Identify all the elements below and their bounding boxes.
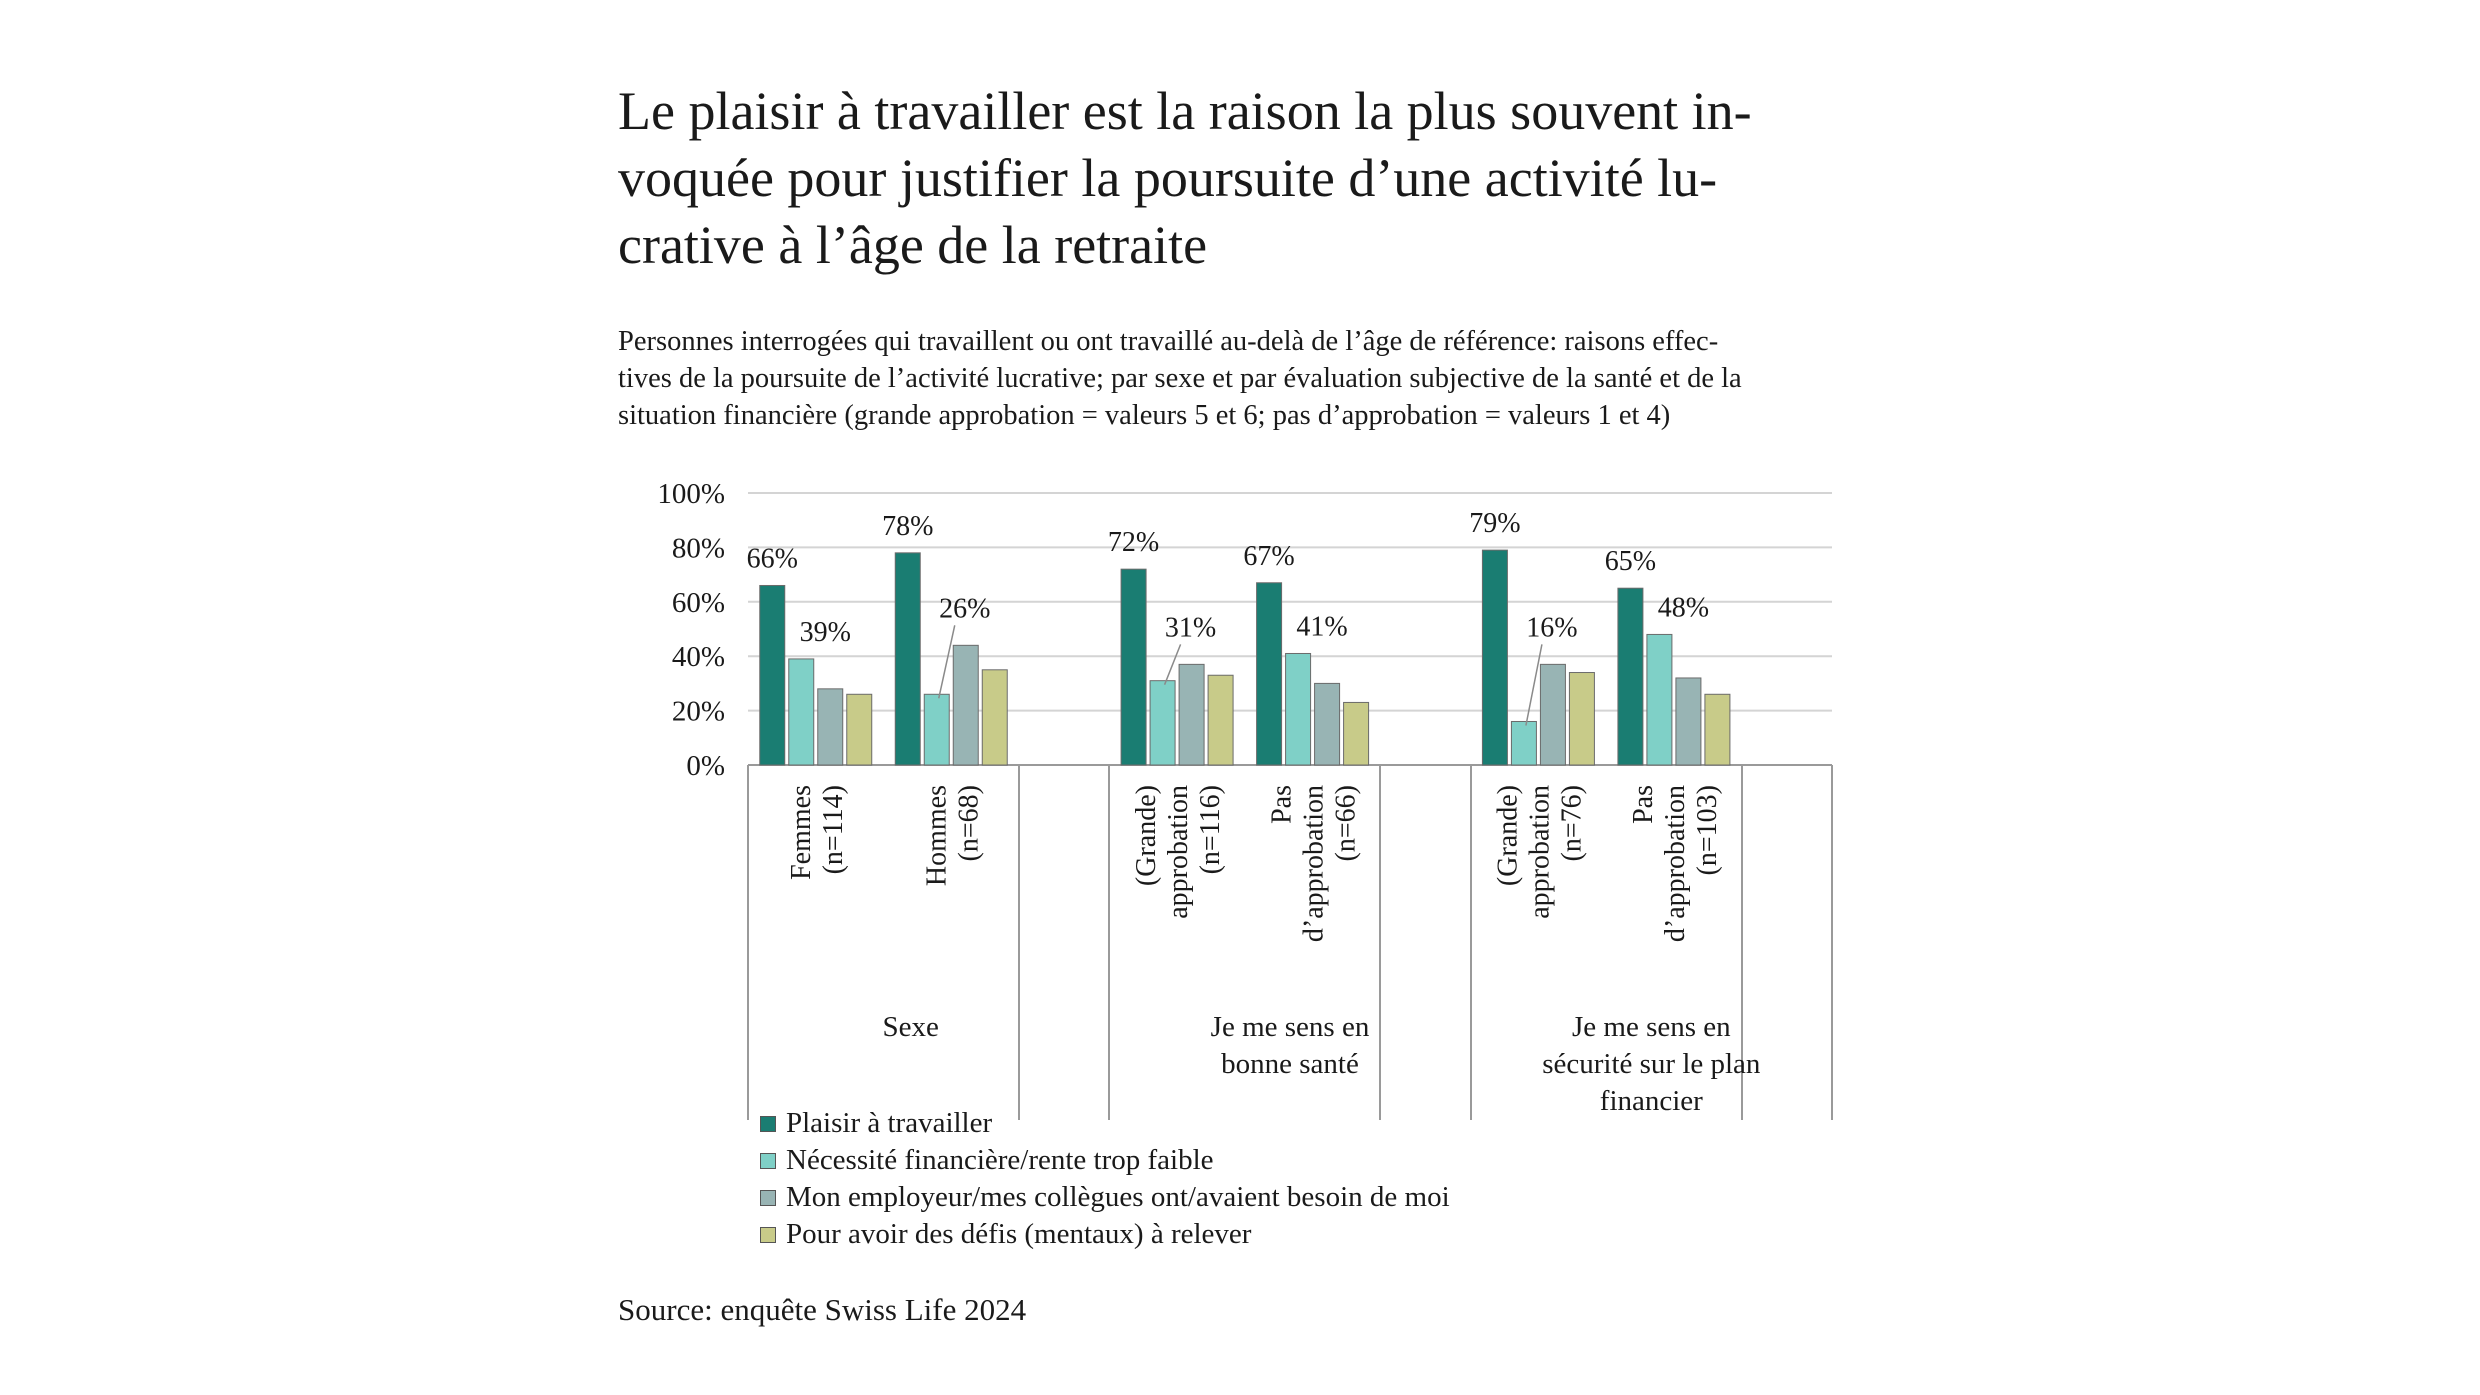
category-label: (n=76) xyxy=(1556,785,1587,861)
bar xyxy=(1617,587,1644,766)
data-label: 66% xyxy=(747,543,798,574)
group-label: bonne santé xyxy=(1221,1048,1359,1080)
bar xyxy=(759,584,786,766)
bar xyxy=(1120,568,1147,766)
chart-title: Le plaisir à travailler est la raison la… xyxy=(618,78,1938,279)
bar xyxy=(846,693,873,766)
bar xyxy=(788,658,815,766)
title-line: voquée pour justifier la poursuite d’une… xyxy=(618,148,1718,208)
legend-label: Plaisir à travailler xyxy=(786,1107,993,1139)
category-label: approbation xyxy=(1163,785,1194,919)
data-label: 39% xyxy=(800,617,851,648)
category-label: (n=103) xyxy=(1692,785,1723,875)
title-line: Le plaisir à travailler est la raison la… xyxy=(618,81,1752,141)
legend-label: Pour avoir des défis (mentaux) à relever xyxy=(786,1218,1252,1250)
group-label: Je me sens en xyxy=(1211,1011,1370,1043)
category-label: (n=66) xyxy=(1331,785,1362,861)
legend-swatch xyxy=(760,1152,776,1169)
category-label: (Grande) xyxy=(1492,785,1523,886)
y-tick-label: 0% xyxy=(686,750,725,782)
y-tick-label: 80% xyxy=(672,532,725,564)
bar xyxy=(981,669,1008,766)
data-label-leader xyxy=(1525,644,1543,726)
bar xyxy=(1178,663,1205,766)
subtitle-line: tives de la poursuite de l’activité lucr… xyxy=(618,363,1742,394)
legend-label: Nécessité financière/rente trop faible xyxy=(786,1144,1214,1176)
category-label: d’approbation xyxy=(1660,785,1691,942)
data-label: 31% xyxy=(1165,612,1216,643)
bar xyxy=(1646,633,1673,766)
bar xyxy=(894,552,921,766)
y-tick-label: 60% xyxy=(672,587,725,619)
data-label: 67% xyxy=(1243,541,1294,572)
legend-swatch xyxy=(760,1226,776,1243)
source-note: Source: enquête Swiss Life 2024 xyxy=(618,1292,1027,1327)
bar xyxy=(1481,549,1508,766)
y-tick-label: 40% xyxy=(672,641,725,673)
bar xyxy=(952,644,979,766)
data-label: 78% xyxy=(882,511,933,542)
category-label: Pas xyxy=(1267,785,1298,824)
group-label: Sexe xyxy=(882,1011,938,1043)
bar xyxy=(1149,680,1176,766)
subtitle-line: situation financière (grande approbation… xyxy=(618,400,1671,431)
legend-swatch xyxy=(760,1189,776,1206)
group-label: Je me sens en xyxy=(1572,1011,1731,1043)
y-tick-label: 20% xyxy=(672,696,725,728)
data-label: 41% xyxy=(1296,611,1347,642)
data-label: 16% xyxy=(1526,612,1577,643)
bar xyxy=(1675,677,1702,766)
legend-swatch xyxy=(760,1115,776,1132)
legend-item: Nécessité financière/rente trop faible xyxy=(760,1142,1450,1179)
bar xyxy=(1314,682,1341,766)
category-label: (Grande) xyxy=(1131,785,1162,886)
legend-item: Mon employeur/mes collègues ont/avaient … xyxy=(760,1179,1450,1216)
category-label: approbation xyxy=(1524,785,1555,919)
bar xyxy=(1568,672,1595,766)
legend-item: Pour avoir des défis (mentaux) à relever xyxy=(760,1216,1450,1253)
category-label: (n=114) xyxy=(818,785,849,874)
bar xyxy=(1704,693,1731,766)
group-label: financier xyxy=(1600,1085,1703,1117)
data-label-leader xyxy=(938,625,956,699)
group-label: sécurité sur le plan xyxy=(1542,1048,1761,1080)
category-label: Pas xyxy=(1628,785,1659,824)
category-label: Hommes xyxy=(921,785,952,886)
bar xyxy=(1285,652,1312,766)
legend: Plaisir à travailler Nécessité financièr… xyxy=(760,1105,1450,1253)
bar xyxy=(923,693,950,766)
legend-item: Plaisir à travailler xyxy=(760,1105,1450,1142)
data-label: 48% xyxy=(1658,592,1709,623)
data-label: 65% xyxy=(1605,546,1656,577)
category-label: d’approbation xyxy=(1299,785,1330,942)
y-tick-label: 100% xyxy=(657,478,725,510)
bar xyxy=(1207,674,1234,766)
title-line: crative à l’âge de la retraite xyxy=(618,215,1208,275)
bar xyxy=(1539,663,1566,766)
bar xyxy=(1510,720,1537,766)
data-label: 79% xyxy=(1469,508,1520,539)
data-label-leader xyxy=(1163,644,1182,685)
subtitle-line: Personnes interrogées qui travaillent ou… xyxy=(618,326,1719,357)
legend-label: Mon employeur/mes collègues ont/avaient … xyxy=(786,1181,1450,1213)
bar xyxy=(817,688,844,766)
data-label: 72% xyxy=(1108,527,1159,558)
category-label: Femmes xyxy=(786,785,817,880)
category-label: (n=68) xyxy=(953,785,984,861)
category-label: (n=116) xyxy=(1195,785,1226,874)
bar xyxy=(1256,582,1283,766)
bar xyxy=(1343,701,1370,766)
chart-subtitle: Personnes interrogées qui travaillent ou… xyxy=(618,323,1938,434)
data-label: 26% xyxy=(939,593,990,624)
